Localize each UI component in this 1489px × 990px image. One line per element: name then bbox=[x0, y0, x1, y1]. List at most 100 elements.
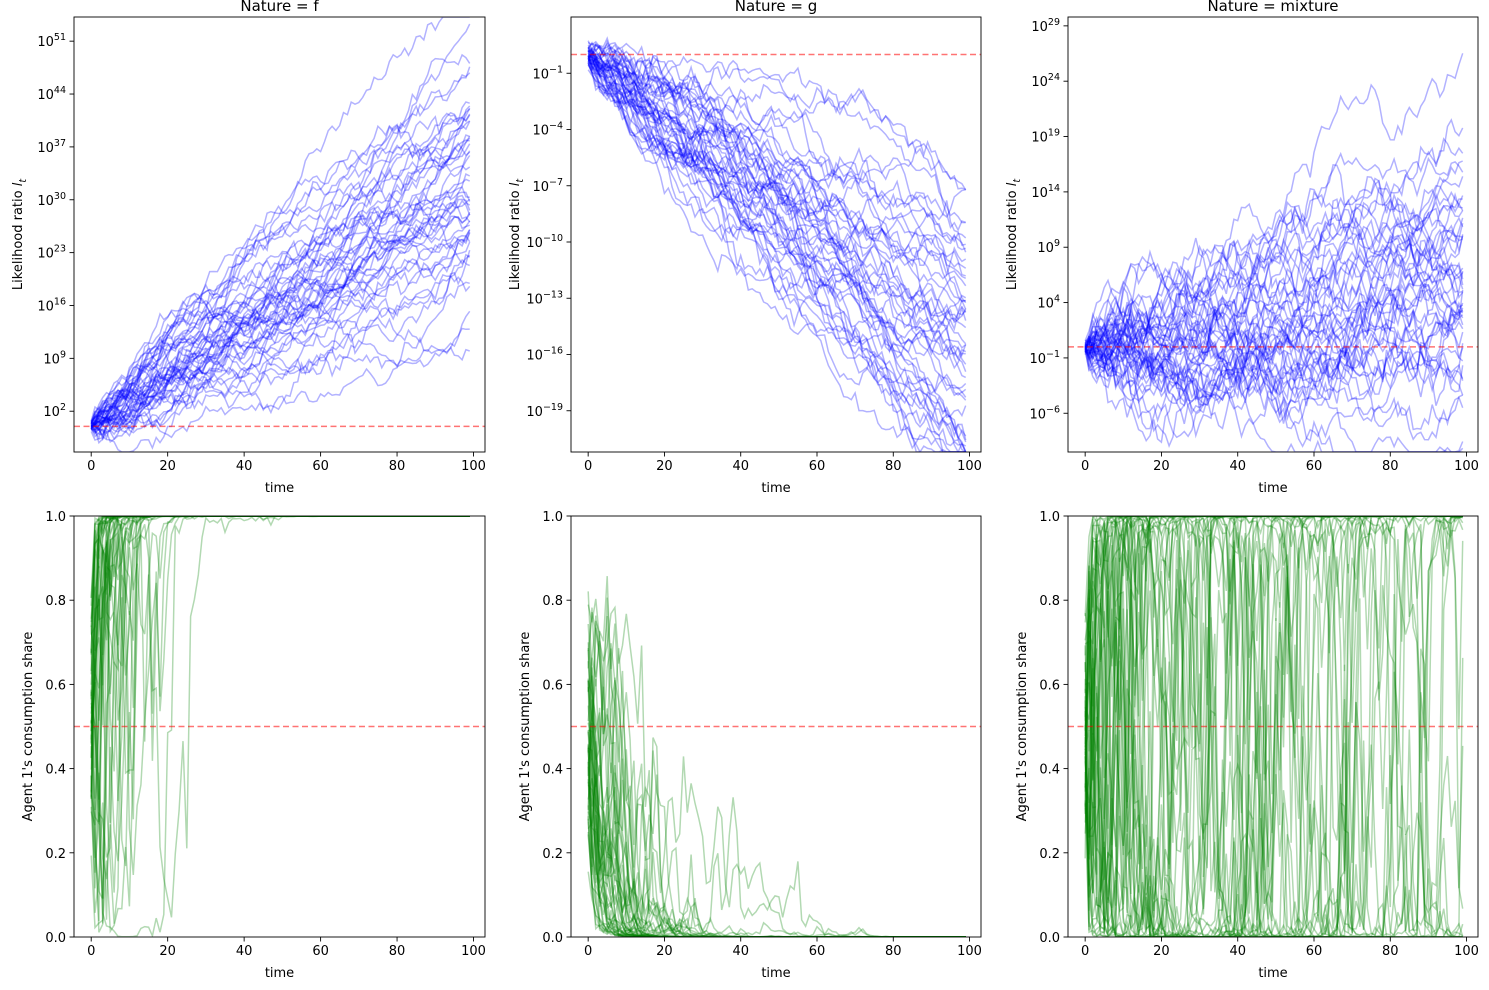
series-path-42 bbox=[90, 310, 471, 441]
series-path-25 bbox=[587, 784, 966, 937]
y-axis-label: Agent 1's consumption share bbox=[1015, 632, 1030, 822]
series-path-27 bbox=[587, 781, 966, 937]
x-tick-label: 40 bbox=[236, 944, 253, 959]
series-path-28 bbox=[587, 53, 966, 191]
x-tick-label: 80 bbox=[885, 459, 902, 474]
series-path-13 bbox=[1084, 517, 1464, 937]
series-path-25 bbox=[588, 58, 967, 278]
subplot-6: 0 20 40 60 80 100 0.0 0.2 0.4 0.6 0.8 1.0 time Agent … bbox=[1015, 510, 1479, 981]
x-tick-label: 80 bbox=[389, 459, 406, 474]
series-path-22 bbox=[587, 611, 966, 937]
series-path-2 bbox=[587, 678, 966, 937]
series-path-8 bbox=[1084, 522, 1463, 937]
series-path-34 bbox=[1084, 160, 1464, 359]
series-path-37 bbox=[1084, 198, 1463, 385]
series-path-46 bbox=[1084, 267, 1464, 357]
axes-frame bbox=[570, 515, 982, 938]
y-tick-label: 1014 bbox=[1031, 183, 1060, 201]
y-axis-label: Agent 1's consumption share bbox=[518, 632, 533, 822]
series-path-17 bbox=[1084, 198, 1464, 378]
series-path-25 bbox=[90, 327, 470, 452]
x-axis-label: time bbox=[1258, 966, 1287, 981]
series-path-7 bbox=[1084, 322, 1464, 430]
series-path-16 bbox=[1084, 175, 1463, 402]
y-tick-label: 0.8 bbox=[45, 594, 66, 609]
series-path-9 bbox=[1084, 234, 1464, 380]
series-path-39 bbox=[1084, 293, 1464, 389]
y-tick-label: 109 bbox=[43, 349, 66, 367]
series-path-31 bbox=[1084, 156, 1464, 386]
series-path-21 bbox=[1084, 53, 1464, 354]
series-path-49 bbox=[1084, 190, 1464, 369]
series-path-27 bbox=[91, 198, 471, 432]
series-path-12 bbox=[90, 199, 471, 434]
series-path-42 bbox=[1084, 282, 1464, 387]
series-path-35 bbox=[90, 223, 471, 430]
series-path-22 bbox=[587, 42, 967, 394]
series-path-32 bbox=[587, 816, 966, 937]
series-path-30 bbox=[1084, 516, 1463, 937]
series-path-39 bbox=[1084, 516, 1464, 937]
series-path-4 bbox=[1084, 282, 1464, 444]
series-path-3 bbox=[587, 48, 967, 372]
series-path-27 bbox=[587, 58, 967, 443]
series-path-24 bbox=[90, 231, 471, 430]
axes-frame bbox=[73, 16, 486, 453]
series-path-18 bbox=[91, 178, 471, 431]
series-path-34 bbox=[587, 55, 966, 251]
series-path-25 bbox=[1084, 516, 1463, 744]
series-group bbox=[587, 36, 967, 452]
series-path-35 bbox=[1085, 283, 1464, 440]
series-path-40 bbox=[587, 58, 967, 398]
series-path-32 bbox=[1084, 118, 1464, 372]
series-path-20 bbox=[90, 516, 470, 920]
y-tick-label: 1019 bbox=[1031, 128, 1060, 146]
series-path-32 bbox=[1084, 516, 1463, 930]
series-path-50 bbox=[1084, 285, 1464, 378]
x-tick-label: 20 bbox=[159, 944, 176, 959]
axes-frame bbox=[570, 16, 982, 453]
y-tick-label: 10−13 bbox=[526, 289, 563, 307]
series-path-19 bbox=[91, 120, 471, 437]
series-path-18 bbox=[1084, 237, 1464, 358]
x-axis-label: time bbox=[761, 481, 790, 496]
series-path-21 bbox=[587, 51, 966, 452]
y-axis-label: Likelihood ratio lt bbox=[11, 178, 29, 290]
x-tick-label: 20 bbox=[656, 944, 673, 959]
x-tick-label: 0 bbox=[584, 459, 592, 474]
series-path-23 bbox=[587, 54, 967, 323]
series-path-40 bbox=[1084, 294, 1464, 401]
x-tick-label: 40 bbox=[732, 459, 749, 474]
series-path-50 bbox=[91, 249, 471, 431]
y-tick-label: 1030 bbox=[37, 191, 66, 209]
series-path-15 bbox=[1084, 279, 1464, 398]
series-path-48 bbox=[1084, 516, 1463, 927]
series-path-24 bbox=[587, 39, 966, 246]
series-path-3 bbox=[90, 200, 471, 427]
subplot-title: Nature = f bbox=[240, 0, 319, 15]
series-path-34 bbox=[90, 143, 471, 441]
series-path-5 bbox=[1084, 516, 1463, 937]
y-tick-label: 1.0 bbox=[1039, 510, 1060, 525]
series-path-29 bbox=[90, 120, 471, 423]
series-path-7 bbox=[587, 47, 967, 337]
series-path-29 bbox=[587, 55, 967, 452]
y-tick-label: 0.0 bbox=[45, 931, 66, 946]
y-tick-label: 1016 bbox=[37, 296, 66, 314]
series-path-22 bbox=[1084, 333, 1464, 398]
series-path-48 bbox=[90, 17, 470, 424]
y-tick-label: 1024 bbox=[1031, 72, 1060, 90]
series-path-29 bbox=[1084, 283, 1464, 407]
series-path-21 bbox=[1084, 516, 1463, 835]
series-path-14 bbox=[1084, 266, 1464, 424]
series-path-32 bbox=[90, 134, 470, 436]
x-axis-label: time bbox=[1258, 481, 1287, 496]
series-path-44 bbox=[90, 516, 470, 930]
series-group bbox=[90, 516, 470, 937]
x-tick-label: 20 bbox=[656, 459, 673, 474]
series-path-6 bbox=[90, 101, 470, 426]
y-tick-label: 0.4 bbox=[542, 763, 563, 778]
series-path-49 bbox=[587, 677, 966, 937]
y-tick-label: 10−19 bbox=[526, 402, 563, 420]
